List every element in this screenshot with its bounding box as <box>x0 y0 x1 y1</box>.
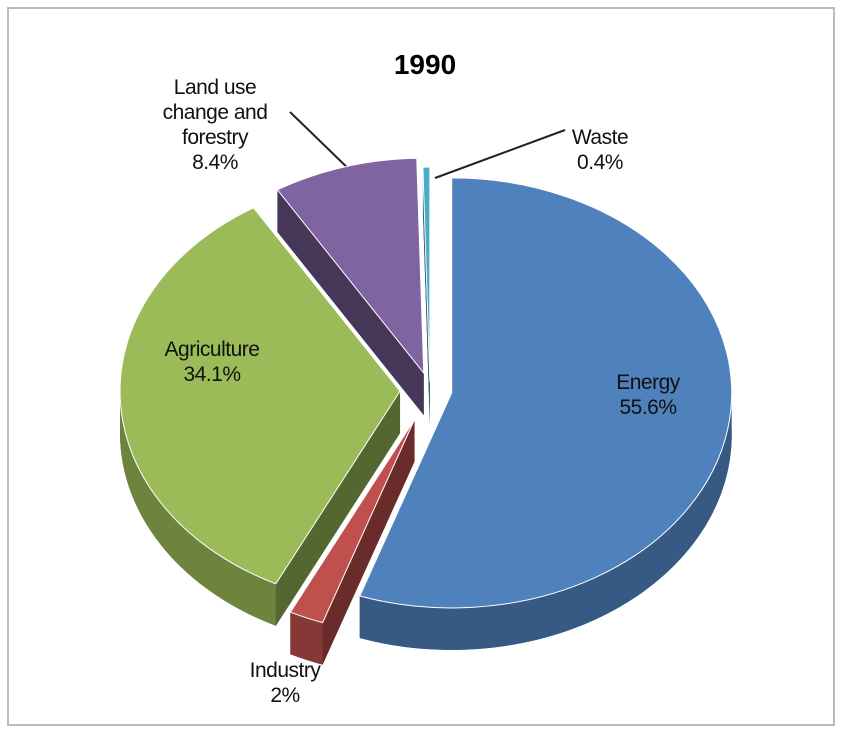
slice-side <box>120 391 276 626</box>
slice <box>276 157 425 375</box>
slice <box>359 177 733 609</box>
slice-value: 0.4% <box>577 151 623 174</box>
slice-name: Industry <box>249 659 321 682</box>
slice-value: 2% <box>270 684 300 707</box>
slice <box>289 419 415 624</box>
slice-name: Energy <box>616 371 680 394</box>
slice-label: Land use change and forestry 8.4% <box>145 75 285 175</box>
slice <box>422 166 431 383</box>
pie <box>119 157 733 665</box>
slice-name: Land use change and forestry <box>162 76 268 149</box>
leader-line <box>434 129 566 179</box>
slice-value: 8.4% <box>192 151 238 174</box>
slice-value: 34.1% <box>183 363 241 386</box>
slice-side <box>290 612 323 665</box>
slice-name: Agriculture <box>164 338 260 361</box>
slice <box>119 207 401 585</box>
chart-title: 1990 <box>393 49 457 80</box>
slice-label: Waste 0.4% <box>571 125 629 175</box>
slice-side <box>359 392 732 650</box>
leader-line <box>289 111 356 176</box>
frame <box>7 7 835 726</box>
slice-name: Waste <box>571 126 629 149</box>
slice-label: Energy 55.6% <box>616 370 680 420</box>
slice-wall <box>277 189 424 416</box>
slice-value: 55.6% <box>619 396 677 419</box>
slice-label: Industry 2% <box>250 658 321 708</box>
slice-wall <box>275 391 401 626</box>
slice-label: Agriculture 34.1% <box>165 337 260 387</box>
